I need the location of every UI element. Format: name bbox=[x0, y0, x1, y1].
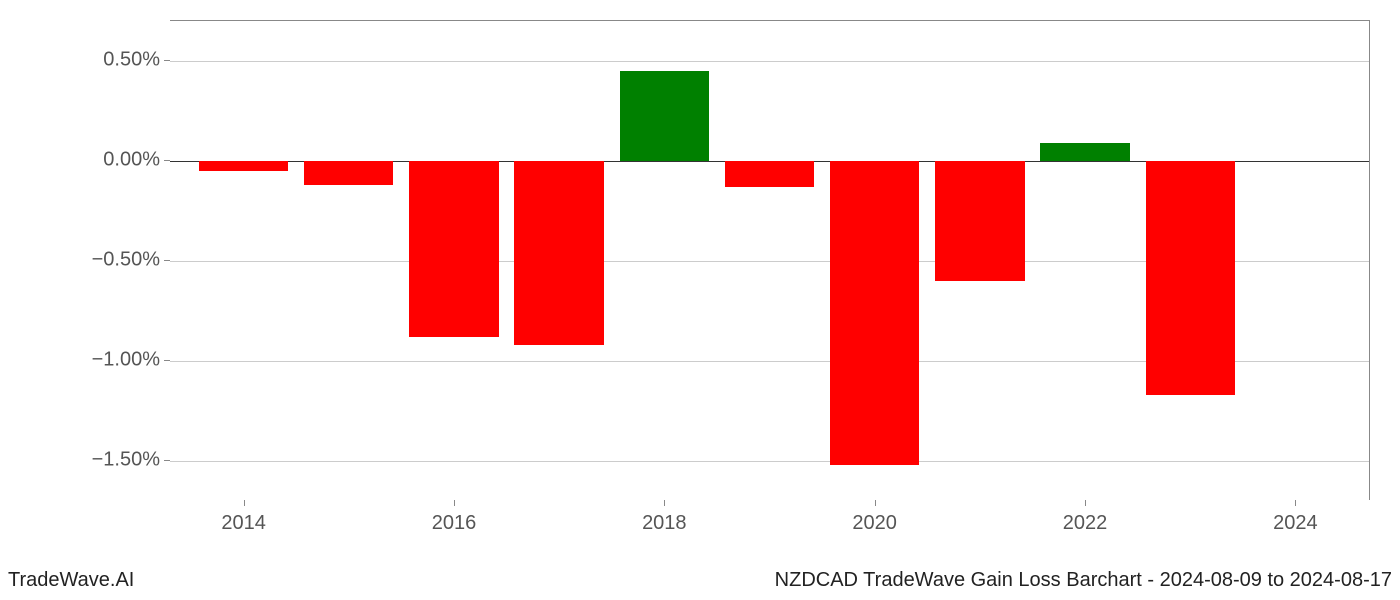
x-tick-label: 2024 bbox=[1273, 512, 1318, 535]
x-tick-label: 2022 bbox=[1063, 512, 1108, 535]
x-tick-label: 2020 bbox=[852, 512, 897, 535]
x-tick-mark bbox=[875, 500, 876, 506]
x-tick-mark bbox=[664, 500, 665, 506]
y-tick-label: −1.00% bbox=[92, 349, 160, 372]
x-tick-label: 2018 bbox=[642, 512, 687, 535]
x-axis: 2014 2016 2018 2020 2022 2024 bbox=[170, 500, 1370, 540]
bar bbox=[304, 161, 393, 185]
y-tick-label: −0.50% bbox=[92, 249, 160, 272]
bar bbox=[935, 161, 1024, 281]
bar bbox=[199, 161, 288, 171]
y-tick-label: 0.50% bbox=[103, 49, 160, 72]
bar bbox=[514, 161, 603, 345]
x-tick-mark bbox=[1085, 500, 1086, 506]
bar bbox=[1146, 161, 1235, 395]
plot-area bbox=[170, 20, 1370, 500]
bar bbox=[620, 71, 709, 161]
x-tick-label: 2014 bbox=[221, 512, 266, 535]
x-tick-mark bbox=[1295, 500, 1296, 506]
x-tick-mark bbox=[454, 500, 455, 506]
grid-line bbox=[170, 461, 1369, 462]
x-tick-mark bbox=[244, 500, 245, 506]
x-tick-label: 2016 bbox=[432, 512, 477, 535]
bar bbox=[1040, 143, 1129, 161]
grid-line bbox=[170, 61, 1369, 62]
y-tick-label: 0.00% bbox=[103, 149, 160, 172]
bar bbox=[409, 161, 498, 337]
y-axis: 0.50% 0.00% −0.50% −1.00% −1.50% bbox=[80, 20, 170, 540]
chart-wrapper: 0.50%0.00%−0.50%−1.00%−1.50% 20142016201… bbox=[80, 20, 1380, 540]
footer-caption: NZDCAD TradeWave Gain Loss Barchart - 20… bbox=[775, 569, 1392, 592]
footer-brand: TradeWave.AI bbox=[8, 569, 134, 592]
y-tick-label: −1.50% bbox=[92, 449, 160, 472]
bar bbox=[830, 161, 919, 465]
bar bbox=[725, 161, 814, 187]
